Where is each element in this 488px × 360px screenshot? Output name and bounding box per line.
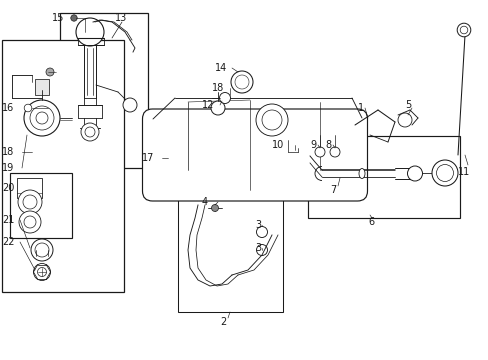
Text: 17: 17	[142, 153, 154, 163]
Text: 5: 5	[404, 100, 410, 110]
Text: 7: 7	[329, 185, 336, 195]
Circle shape	[397, 113, 411, 127]
FancyBboxPatch shape	[142, 109, 367, 201]
Text: 9: 9	[309, 140, 315, 150]
Circle shape	[256, 104, 287, 136]
Text: 16: 16	[2, 103, 14, 113]
Text: 13: 13	[115, 13, 127, 23]
Circle shape	[18, 190, 42, 214]
Text: 14: 14	[215, 63, 227, 73]
Circle shape	[210, 101, 224, 115]
Bar	[178, 197, 283, 312]
Text: 11: 11	[457, 167, 469, 177]
Text: 4: 4	[202, 197, 208, 207]
Bar	[17, 178, 42, 198]
Text: 6: 6	[367, 217, 373, 227]
Bar	[307, 136, 459, 218]
Circle shape	[34, 264, 50, 280]
Text: 18: 18	[212, 83, 224, 93]
Circle shape	[256, 244, 267, 256]
Circle shape	[19, 211, 41, 233]
Ellipse shape	[358, 168, 364, 179]
Circle shape	[46, 68, 54, 76]
Text: 12: 12	[202, 100, 214, 110]
Text: 3: 3	[254, 243, 261, 253]
Circle shape	[84, 22, 102, 39]
Circle shape	[256, 226, 267, 238]
Circle shape	[314, 147, 325, 157]
Circle shape	[407, 166, 422, 181]
Text: 15: 15	[52, 13, 64, 23]
Circle shape	[81, 123, 99, 141]
Circle shape	[123, 98, 137, 112]
Text: 10: 10	[271, 140, 284, 150]
Circle shape	[431, 160, 457, 186]
Circle shape	[31, 239, 53, 261]
Circle shape	[211, 204, 218, 212]
Text: 21: 21	[2, 215, 14, 225]
Text: 1: 1	[357, 103, 364, 113]
Bar	[10, 173, 72, 238]
Circle shape	[329, 147, 339, 157]
Circle shape	[76, 18, 104, 46]
Text: 18: 18	[2, 147, 14, 157]
Text: 3: 3	[254, 220, 261, 230]
Circle shape	[24, 104, 32, 112]
Circle shape	[230, 71, 252, 93]
Text: 19: 19	[2, 163, 14, 173]
Circle shape	[71, 15, 77, 21]
Bar	[60, 13, 148, 168]
Text: 2: 2	[220, 317, 226, 327]
Circle shape	[456, 23, 470, 37]
Bar	[35, 79, 49, 95]
Text: 8: 8	[325, 140, 330, 150]
Text: 20: 20	[2, 183, 14, 193]
Text: 22: 22	[2, 237, 15, 247]
Circle shape	[24, 100, 60, 136]
Circle shape	[219, 93, 230, 104]
Bar	[2, 40, 124, 292]
